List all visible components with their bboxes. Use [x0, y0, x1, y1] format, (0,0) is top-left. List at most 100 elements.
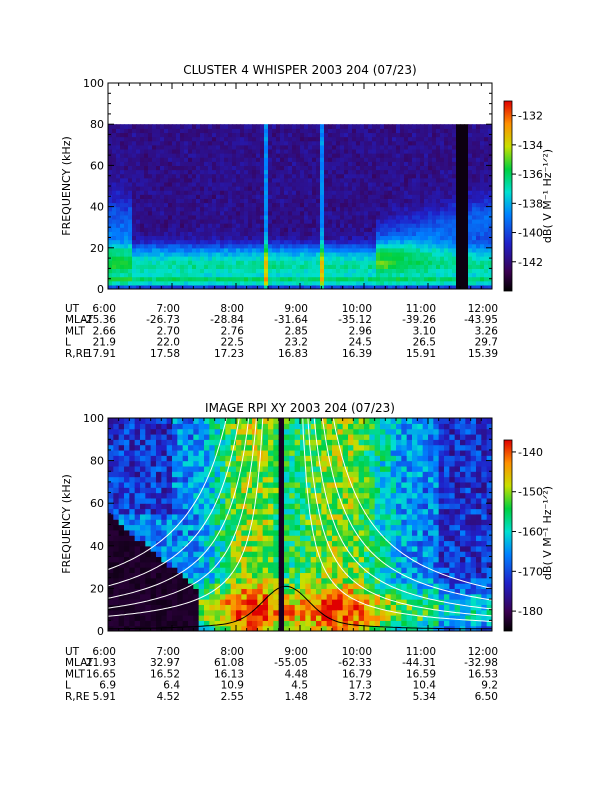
spectrogram-cell — [167, 567, 173, 573]
spectrogram-cell — [356, 178, 361, 183]
spectrogram-cell — [272, 128, 277, 133]
spectrogram-cell — [468, 235, 473, 240]
spectrogram-cell — [384, 248, 389, 253]
spectrogram-cell — [316, 149, 321, 154]
spectrogram-cell — [364, 198, 369, 203]
spectrogram-cell — [244, 223, 249, 228]
spectrogram-cell — [196, 268, 201, 273]
spectrogram-cell — [444, 198, 449, 203]
spectrogram-cell — [148, 268, 153, 273]
spectrogram-cell — [168, 231, 173, 236]
spectrogram-cell — [116, 190, 121, 195]
spectrogram-cell — [192, 194, 197, 199]
spectrogram-cell — [412, 174, 417, 179]
spectrogram-cell — [172, 482, 178, 488]
spectrogram-cell — [460, 186, 465, 191]
spectrogram-cell — [124, 211, 129, 216]
spectrogram-cell — [312, 128, 317, 133]
spectrogram-cell — [420, 244, 425, 249]
spectrogram-cell — [216, 260, 221, 265]
spectrogram-cell — [231, 556, 237, 562]
spectrogram-cell — [268, 198, 273, 203]
spectrogram-cell — [400, 260, 405, 265]
spectrogram-cell — [168, 223, 173, 228]
spectrogram-cell — [112, 223, 117, 228]
spectrogram-cell — [113, 556, 119, 562]
spectrogram-cell — [440, 149, 445, 154]
spectrogram-cell — [129, 620, 135, 626]
spectrogram-cell — [152, 132, 157, 137]
spectrogram-cell — [392, 219, 397, 224]
spectrogram-cell — [128, 211, 133, 216]
spectrogram-cell — [200, 240, 205, 245]
spectrogram-cell — [340, 145, 345, 150]
spectrogram-cell — [144, 153, 149, 158]
spectrogram-cell — [180, 174, 185, 179]
spectrogram-cell — [320, 277, 325, 282]
spectrogram-cell — [328, 182, 333, 187]
spectrogram-cell — [252, 227, 257, 232]
spectrogram-cell — [400, 190, 405, 195]
spectrogram-cell — [252, 132, 257, 137]
spectrogram-cell — [272, 277, 277, 282]
spectrogram-cell — [151, 519, 157, 525]
spectrogram-cell — [396, 235, 401, 240]
spectrogram-cell — [284, 252, 289, 257]
spectrogram-cell — [416, 211, 421, 216]
spectrogram-cell — [232, 141, 237, 146]
spectrogram-cell — [336, 161, 341, 166]
spectrogram-cell — [312, 264, 317, 269]
spectrogram-cell — [452, 252, 457, 257]
spectrogram-cell — [304, 211, 309, 216]
spectrogram-cell — [388, 182, 393, 187]
spectrogram-cell — [168, 145, 173, 150]
spectrogram-cell — [164, 178, 169, 183]
spectrogram-cell — [456, 252, 461, 257]
spectrogram-cell — [156, 235, 161, 240]
spectrogram-cell — [200, 248, 205, 253]
spectrogram-cell — [167, 540, 173, 546]
spectrogram-cell — [360, 211, 365, 216]
spectrogram-cell — [364, 256, 369, 261]
spectrogram-cell — [416, 227, 421, 232]
spectrogram-cell — [124, 434, 130, 440]
spectrogram-cell — [344, 264, 349, 269]
spectrogram-cell — [392, 244, 397, 249]
spectrogram-cell — [436, 198, 441, 203]
spectrogram-cell — [340, 260, 345, 265]
spectrogram-cell — [480, 260, 485, 265]
spectrogram-cell — [420, 219, 425, 224]
spectrogram-cell — [172, 231, 177, 236]
spectrogram-cell — [183, 578, 189, 584]
spectrogram-cell — [116, 273, 121, 278]
spectrogram-cell — [140, 182, 145, 187]
spectrogram-cell — [440, 132, 445, 137]
spectrogram-cell — [260, 190, 265, 195]
spectrogram-cell — [392, 256, 397, 261]
spectrogram-cell — [124, 461, 130, 467]
spectrogram-cell — [256, 128, 261, 133]
spectrogram-cell — [240, 190, 245, 195]
spectrogram-cell — [348, 141, 353, 146]
spectrogram-cell — [140, 235, 145, 240]
panel-2-spectrogram — [108, 418, 493, 632]
spectrogram-cell — [135, 477, 141, 483]
spectrogram-cell — [172, 256, 177, 261]
spectrogram-cell — [364, 161, 369, 166]
spectrogram-cell — [152, 161, 157, 166]
spectrogram-cell — [264, 244, 269, 249]
spectrogram-cell — [193, 429, 199, 435]
spectrogram-cell — [432, 153, 437, 158]
spectrogram-cell — [256, 260, 261, 265]
spectrogram-cell — [232, 202, 237, 207]
spectrogram-cell — [416, 215, 421, 220]
spectrogram-cell — [192, 252, 197, 257]
spectrogram-cell — [288, 186, 293, 191]
spectrogram-cell — [344, 145, 349, 150]
spectrogram-cell — [452, 174, 457, 179]
spectrogram-cell — [232, 240, 237, 245]
spectrogram-cell — [151, 445, 157, 451]
spectrogram-cell — [172, 466, 178, 472]
spectrogram-cell — [124, 186, 129, 191]
